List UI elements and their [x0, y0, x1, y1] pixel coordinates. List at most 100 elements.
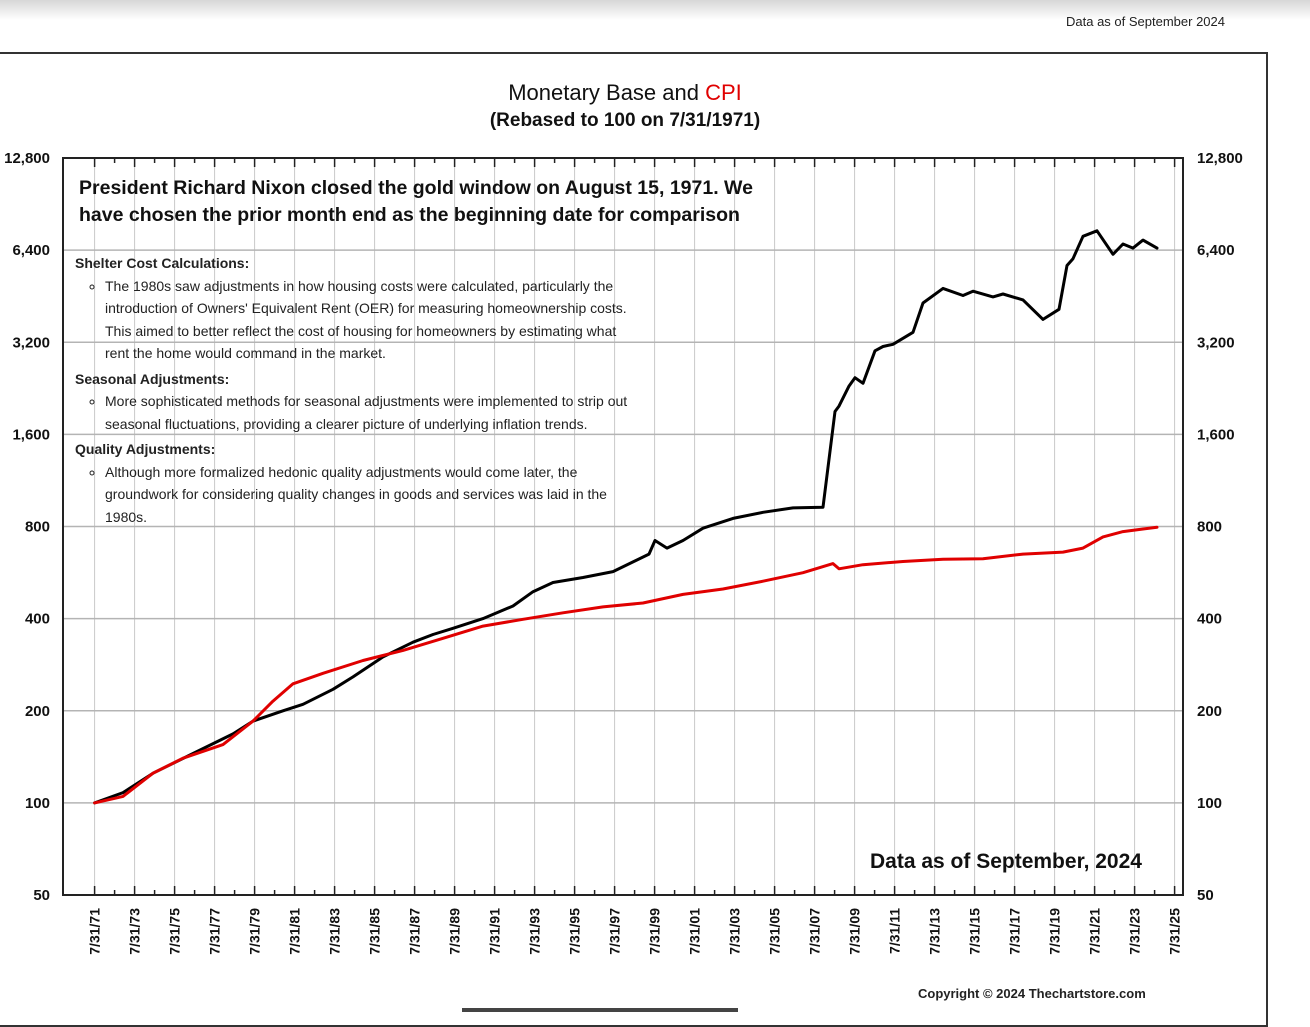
monetary-base-point	[481, 617, 485, 620]
y-tick-label-right: 100	[1197, 795, 1222, 812]
x-tick-label: 7/31/89	[447, 908, 463, 955]
monetary-base-point	[665, 546, 669, 550]
cpi-point	[1081, 546, 1085, 550]
monetary-base-point	[1041, 318, 1045, 321]
x-tick-label: 7/31/09	[847, 908, 863, 955]
y-tick-label-left: 3,200	[12, 334, 50, 351]
monetary-base-point	[971, 289, 975, 293]
cpi-point	[1155, 526, 1159, 529]
x-tick-label: 7/31/79	[247, 908, 263, 955]
monetary-base-point	[681, 539, 685, 542]
x-tick-label: 7/31/75	[167, 908, 183, 955]
cpi-point	[561, 611, 565, 614]
monetary-base-point	[837, 404, 841, 408]
monetary-base-point	[1001, 292, 1005, 296]
x-tick-label: 7/31/07	[807, 908, 823, 955]
x-tick-label: 7/31/71	[87, 908, 103, 955]
cpi-point	[401, 649, 405, 652]
cpi-point	[291, 682, 295, 685]
y-tick-label-right: 12,800	[1197, 150, 1243, 167]
note-text-seasonal: More sophisticated methods for seasonal …	[105, 390, 635, 435]
x-tick-label: 7/31/85	[367, 908, 383, 955]
cpi-point	[151, 772, 155, 775]
cpi-point	[181, 756, 185, 760]
x-tick-label: 7/31/83	[327, 908, 343, 955]
monetary-base-point	[1155, 246, 1159, 250]
monetary-base-point	[1057, 308, 1061, 311]
x-tick-label: 7/31/91	[487, 908, 503, 955]
cpi-point	[721, 587, 725, 591]
cpi-point	[93, 801, 96, 805]
monetary-base-point	[1081, 235, 1085, 238]
monetary-base-point	[853, 376, 857, 379]
chart-subtitle: (Rebased to 100 on 7/31/1971)	[489, 110, 761, 131]
monetary-base-point	[531, 590, 535, 593]
cpi-point	[681, 593, 685, 596]
nixon-annotation: President Richard Nixon closed the gold …	[79, 175, 879, 229]
monetary-base-point	[611, 570, 615, 573]
cpi-point	[761, 580, 765, 583]
y-tick-label-left: 1,600	[12, 426, 50, 443]
monetary-base-point	[833, 410, 837, 413]
cpi-point	[441, 637, 445, 640]
monetary-base-point	[861, 382, 865, 385]
monetary-base-point	[873, 349, 877, 353]
cpi-point	[251, 719, 255, 723]
x-tick-label: 7/31/73	[127, 908, 143, 955]
monetary-base-point	[511, 604, 515, 608]
cpi-point	[601, 605, 605, 609]
monetary-base-point	[1095, 229, 1099, 233]
x-tick-label: 7/31/21	[1087, 908, 1103, 955]
x-tick-label: 7/31/13	[927, 908, 943, 955]
cpi-point	[1021, 552, 1025, 556]
cpi-point	[121, 795, 125, 798]
monetary-base-line	[93, 229, 1159, 805]
title-part-1: Monetary Base and	[508, 80, 706, 105]
monetary-base-point	[451, 627, 455, 630]
monetary-base-point	[881, 345, 885, 348]
x-tick-label: 7/31/99	[647, 908, 663, 955]
x-tick-label: 7/31/01	[687, 908, 703, 955]
nixon-line-2: have chosen the prior month end as the b…	[79, 204, 740, 226]
cpi-point	[1121, 530, 1125, 533]
monetary-base-point	[847, 384, 851, 388]
plot-border	[62, 157, 1184, 896]
cpi-point	[941, 558, 945, 561]
nixon-line-1: President Richard Nixon closed the gold …	[79, 177, 753, 199]
x-tick-label: 7/31/17	[1007, 908, 1023, 955]
cpi-point	[321, 672, 325, 675]
notes-box: Shelter Cost Calculations: The 1980s saw…	[75, 252, 635, 531]
monetary-base-point	[1021, 298, 1025, 302]
y-tick-label-left: 400	[25, 611, 50, 628]
cpi-point	[481, 624, 485, 628]
y-tick-label-right: 400	[1197, 611, 1222, 628]
note-text-shelter: The 1980s saw adjustments in how housing…	[105, 275, 635, 365]
note-heading-shelter: Shelter Cost Calculations:	[75, 255, 250, 271]
monetary-base-point	[301, 703, 305, 706]
monetary-base-point	[431, 633, 435, 636]
y-tick-label-left: 800	[25, 519, 50, 536]
monetary-base-point	[411, 640, 415, 644]
x-tick-label: 7/31/77	[207, 908, 223, 955]
monetary-base-point	[1065, 264, 1069, 267]
monetary-base-point	[731, 517, 735, 520]
x-tick-label: 7/31/95	[567, 908, 583, 955]
monetary-base-point	[821, 506, 825, 509]
copyright: Copyright © 2024 Thechartstore.com	[918, 986, 1146, 1001]
monetary-base-point	[1141, 238, 1145, 242]
y-tick-label-right: 1,600	[1197, 426, 1235, 443]
note-text-quality: Although more formalized hedonic quality…	[105, 461, 635, 529]
x-tick-label: 7/31/93	[527, 908, 543, 955]
y-tick-label-left: 50	[33, 887, 50, 904]
monetary-base-point	[991, 295, 995, 299]
monetary-base-point	[351, 675, 355, 679]
monetary-base-point	[121, 791, 125, 794]
monetary-base-point	[581, 576, 585, 579]
monetary-base-point	[647, 552, 651, 556]
cpi-line	[93, 525, 1159, 805]
y-tick-label-right: 50	[1197, 887, 1214, 904]
x-tick-label: 7/31/87	[407, 908, 423, 955]
cpi-point	[801, 571, 805, 574]
cpi-point	[837, 567, 841, 570]
cpi-point	[361, 659, 365, 662]
